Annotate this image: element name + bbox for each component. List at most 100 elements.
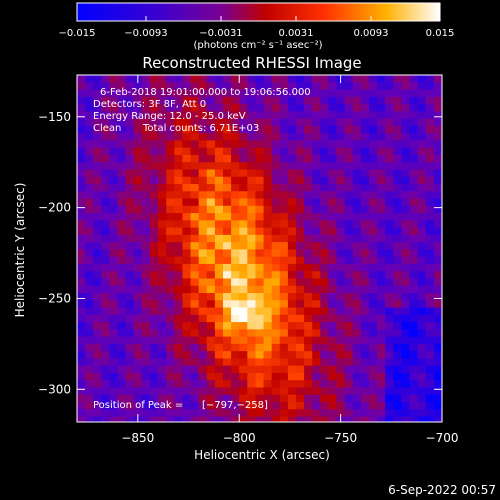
heatmap-cell xyxy=(328,176,337,185)
heatmap-cell xyxy=(101,416,110,422)
heatmap-cell xyxy=(263,358,273,367)
heatmap-cell xyxy=(328,96,337,105)
heatmap-cell xyxy=(174,96,183,105)
heatmap-cell xyxy=(425,387,435,396)
heatmap-cell xyxy=(263,409,273,418)
heatmap-cell xyxy=(296,162,305,171)
heatmap-cell xyxy=(223,104,232,112)
heatmap-cell xyxy=(206,220,216,229)
heatmap-cell xyxy=(320,82,329,91)
heatmap-cell xyxy=(141,191,151,200)
heatmap-cell xyxy=(336,365,346,374)
heatmap-cell xyxy=(377,322,386,330)
heatmap-cell xyxy=(190,293,200,301)
heatmap-cell xyxy=(109,162,118,171)
heatmap-cell xyxy=(328,271,337,280)
heatmap-cell xyxy=(279,205,289,214)
heatmap-cell xyxy=(433,307,442,316)
annotations: 6-Feb-2018 19:01:00.000 to 19:06:56.000 … xyxy=(93,87,311,411)
heatmap-cell xyxy=(166,89,175,98)
heatmap-cell xyxy=(117,351,127,359)
heatmap-cell xyxy=(77,358,86,367)
heatmap-cell xyxy=(231,234,240,243)
heatmap-cell xyxy=(101,365,110,374)
heatmap-cell xyxy=(190,336,200,345)
heatmap-cell xyxy=(231,372,240,381)
heatmap-cell xyxy=(336,322,346,330)
heatmap-cell xyxy=(77,402,86,410)
heatmap-cell xyxy=(336,227,346,236)
heatmap-cell xyxy=(101,198,110,207)
heatmap-cell xyxy=(328,234,337,243)
heatmap-cell xyxy=(85,75,94,83)
heatmap-cell xyxy=(385,409,394,418)
heatmap-cell xyxy=(109,256,118,265)
annotation-time-range: 6-Feb-2018 19:01:00.000 to 19:06:56.000 xyxy=(100,87,311,98)
heatmap-cell xyxy=(77,140,86,149)
heatmap-cell xyxy=(442,395,451,403)
heatmap-cell xyxy=(125,336,135,345)
heatmap-cell xyxy=(182,154,191,163)
heatmap-cell xyxy=(328,104,337,112)
heatmap-cell xyxy=(158,271,167,280)
heatmap-cell xyxy=(117,394,127,403)
heatmap-cell xyxy=(85,176,94,185)
heatmap-cell xyxy=(85,380,94,389)
heatmap-cell xyxy=(328,387,337,396)
heatmap-cell xyxy=(117,285,127,294)
heatmap-cell xyxy=(214,336,224,345)
heatmap-cell xyxy=(279,169,289,178)
heatmap-cell xyxy=(93,271,102,280)
heatmap-cell xyxy=(271,372,281,381)
heatmap-cell xyxy=(279,220,289,229)
heatmap-cell xyxy=(133,82,143,91)
heatmap-cell xyxy=(352,198,362,207)
heatmap-cell xyxy=(141,75,151,83)
heatmap-cell xyxy=(393,365,402,374)
heatmap-cell xyxy=(360,227,370,236)
heatmap-cell xyxy=(206,169,216,178)
heatmap-cell xyxy=(360,300,370,309)
heatmap-cell xyxy=(385,351,394,359)
heatmap-cell xyxy=(158,140,167,149)
heatmap-cell xyxy=(141,162,151,171)
heatmap-cell xyxy=(85,82,94,91)
heatmap-cell xyxy=(417,205,427,214)
heatmap-cell xyxy=(287,256,297,265)
heatmap-cell xyxy=(206,198,216,207)
heatmap-cell xyxy=(174,205,183,214)
heatmap-cell xyxy=(223,394,232,403)
heatmap-cell xyxy=(296,198,305,207)
heatmap-cell xyxy=(239,96,248,105)
heatmap-cell xyxy=(287,169,297,178)
y-tick-label: −300 xyxy=(38,382,71,396)
heatmap-cell xyxy=(214,300,224,309)
heatmap-cell xyxy=(255,358,264,367)
heatmap-cell xyxy=(214,249,224,258)
heatmap-cell xyxy=(190,111,200,120)
heatmap-cell xyxy=(336,314,346,323)
heatmap-cell xyxy=(271,213,281,221)
heatmap-cell xyxy=(409,111,419,120)
heatmap-cell xyxy=(133,147,143,156)
heatmap-cell xyxy=(279,358,289,367)
heatmap-cell xyxy=(133,191,143,200)
heatmap-cell xyxy=(198,256,208,265)
heatmap-cell xyxy=(401,263,410,272)
heatmap-cell xyxy=(369,256,378,265)
heatmap-cell xyxy=(271,176,281,185)
heatmap-cell xyxy=(312,343,321,352)
heatmap-cell xyxy=(198,111,208,120)
heatmap-cell xyxy=(263,394,273,403)
heatmap-cell xyxy=(304,372,313,381)
heatmap-cell xyxy=(369,394,378,403)
heatmap-cell xyxy=(417,372,427,381)
heatmap-cell xyxy=(182,205,191,214)
heatmap-cell xyxy=(198,394,208,403)
heatmap-cell xyxy=(255,351,264,359)
heatmap-cell xyxy=(328,75,337,83)
heatmap-cell xyxy=(271,169,281,178)
heatmap-cell xyxy=(328,220,337,229)
heatmap-cell xyxy=(101,263,110,272)
heatmap-cell xyxy=(117,322,127,330)
